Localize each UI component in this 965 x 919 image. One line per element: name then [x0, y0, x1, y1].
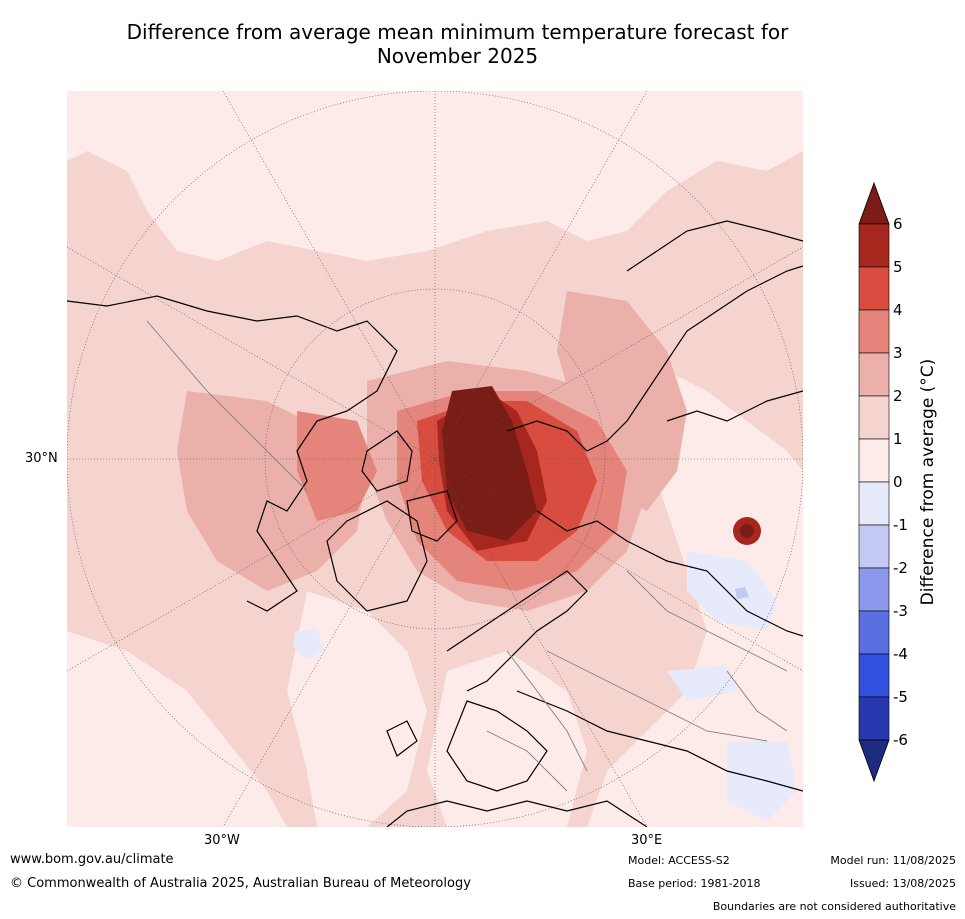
colorbar-bin-9 [858, 610, 890, 655]
colorbar-label: Difference from average (°C) [918, 358, 938, 606]
country-borders [146, 320, 788, 792]
anomaly-region-gt6 [442, 386, 537, 541]
anomaly-region-2-3-siberia [557, 291, 687, 511]
colorbar-tick-label: 0 [893, 473, 903, 491]
footer-model: Model: ACCESS-S2 [628, 854, 730, 867]
colorbar-bin-5 [858, 438, 890, 483]
footer-disclaimer: Boundaries are not considered authoritat… [712, 900, 956, 913]
colorbar-tick-label: 5 [893, 258, 903, 276]
footer-issued: Issued: 13/08/2025 [849, 877, 956, 890]
anomaly-region-0-1-west [67, 631, 287, 827]
colorbar [858, 182, 890, 782]
colorbar-bin-11 [858, 696, 890, 741]
colorbar-tick-label: -5 [893, 688, 908, 706]
colorbar-bin-6 [858, 481, 890, 526]
anomaly-region-0-1-europe [427, 651, 587, 827]
footer-url[interactable]: www.bom.gov.au/climate [10, 852, 174, 867]
colorbar-bin-7 [858, 524, 890, 569]
footer-base-period: Base period: 1981-2018 [628, 877, 761, 890]
colorbar-bin-8 [858, 567, 890, 612]
colorbar-bin-3 [858, 352, 890, 397]
colorbar-tick-label: 1 [893, 430, 903, 448]
colorbar-tick-label: -2 [893, 559, 908, 577]
colorbar-tick-label: 3 [893, 344, 903, 362]
colorbar-bin-2 [858, 309, 890, 354]
footer-copyright: © Commonwealth of Australia 2025, Austra… [10, 876, 471, 891]
anomaly-region-neg-1-2 [735, 587, 749, 599]
anomaly-region-neg-0-1-atlantic [293, 629, 325, 659]
colorbar-bins [858, 223, 890, 741]
anomaly-region-neg-0-1-east-asia [687, 551, 777, 631]
colorbar-tick-label: 2 [893, 387, 903, 405]
colorbar-bin-0 [858, 223, 890, 268]
colorbar-over-arrow [858, 182, 890, 225]
colorbar-tick-label: -4 [893, 645, 908, 663]
title-line-2: November 2025 [376, 44, 539, 68]
lat-label-30n: 30°N [25, 451, 58, 466]
anomaly-region-3-4-baffin [297, 411, 377, 521]
colorbar-tick-label: 4 [893, 301, 903, 319]
footer-model-run: Model run: 11/08/2025 [830, 854, 956, 867]
title-line-1: Difference from average mean minimum tem… [126, 20, 789, 44]
colorbar-tick-label: -1 [893, 516, 908, 534]
lon-label-30w: 30°W [204, 833, 240, 848]
colorbar-bin-10 [858, 653, 890, 698]
anomaly-region-0-1-asia [587, 371, 803, 827]
chart-title: Difference from average mean minimum tem… [60, 20, 855, 68]
colorbar-tick-label: -3 [893, 602, 908, 620]
colorbar-bin-1 [858, 266, 890, 311]
colorbar-tick-label: 6 [893, 215, 903, 233]
graticule [67, 91, 803, 827]
coastlines [67, 220, 803, 827]
lon-label-30e: 30°E [631, 833, 663, 848]
colorbar-bin-4 [858, 395, 890, 440]
colorbar-under-arrow [858, 739, 890, 782]
colorbar-tick-label: -6 [893, 731, 908, 749]
anomaly-region-neg-0-1-asia-south [727, 741, 797, 821]
polar-map [67, 91, 803, 827]
